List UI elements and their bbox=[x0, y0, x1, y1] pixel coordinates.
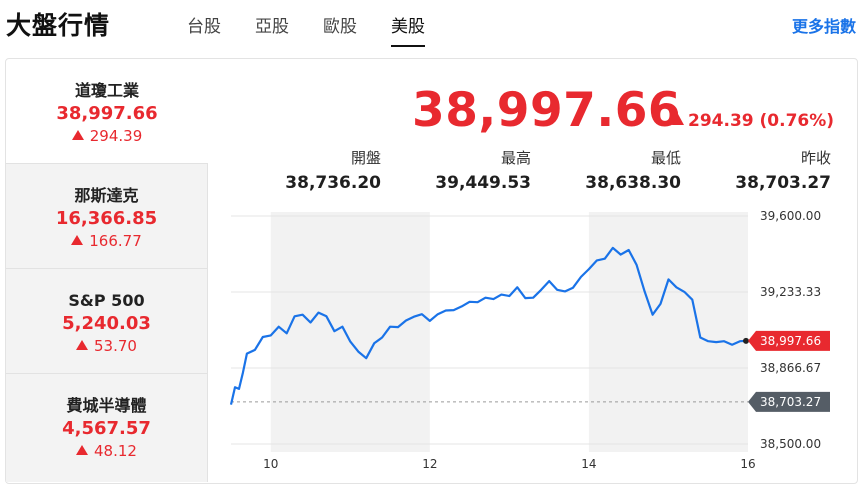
price-line bbox=[229, 246, 749, 405]
index-item-sox[interactable]: 費城半導體 4,567.57 48.12 bbox=[6, 374, 208, 482]
session-band bbox=[270, 212, 430, 452]
x-tick-label: 14 bbox=[581, 457, 596, 471]
market-tabs: 台股 亞股 歐股 美股 bbox=[170, 12, 442, 47]
up-triangle-icon bbox=[672, 114, 684, 125]
tab-asia[interactable]: 亞股 bbox=[255, 17, 289, 37]
last-price-dot bbox=[743, 337, 749, 344]
more-indices-link[interactable]: 更多指數 bbox=[791, 17, 856, 36]
last-price-badge-text: 38,997.66 bbox=[760, 334, 821, 348]
current-price: 38,997.66 bbox=[412, 83, 682, 138]
prev-close-badge: 38,703.27 bbox=[748, 391, 830, 412]
y-tick-label: 39,600.00 bbox=[760, 209, 821, 223]
index-name: S&P 500 bbox=[68, 291, 145, 310]
tab-us[interactable]: 美股 bbox=[374, 12, 442, 47]
tab-taiwan[interactable]: 台股 bbox=[187, 17, 221, 37]
index-change: 294.39 bbox=[6, 127, 208, 145]
index-change: 53.70 bbox=[6, 337, 207, 355]
x-tick-label: 10 bbox=[263, 457, 278, 471]
up-triangle-icon bbox=[76, 340, 89, 350]
index-item-sp500[interactable]: S&P 500 5,240.03 53.70 bbox=[6, 269, 208, 374]
index-change: 48.12 bbox=[6, 442, 207, 460]
index-price: 38,997.66 bbox=[56, 103, 158, 124]
index-price: 16,366.85 bbox=[55, 208, 158, 229]
index-item-nasdaq[interactable]: 那斯達克 16,366.85 166.77 bbox=[6, 164, 208, 269]
header: 大盤行情 台股 亞股 歐股 美股 更多指數 bbox=[0, 0, 864, 50]
y-tick-label: 39,233.33 bbox=[760, 285, 821, 299]
tab-europe[interactable]: 歐股 bbox=[323, 17, 357, 37]
x-tick-label: 16 bbox=[740, 457, 755, 471]
stat-open: 開盤 38,736.20 bbox=[285, 149, 381, 193]
index-name: 費城半導體 bbox=[66, 396, 147, 415]
prev-close-badge-shape bbox=[748, 391, 830, 412]
y-tick-label: 38,500.00 bbox=[760, 437, 821, 451]
price-change: 294.39 (0.76%) bbox=[672, 111, 834, 131]
last-price-badge: 38,997.66 bbox=[748, 330, 830, 351]
market-panel bbox=[5, 58, 858, 484]
up-triangle-icon bbox=[76, 445, 89, 455]
page-title: 大盤行情 bbox=[6, 11, 111, 40]
index-name: 道瓊工業 bbox=[74, 81, 139, 100]
index-price: 4,567.57 bbox=[62, 418, 151, 439]
last-price-badge-shape bbox=[748, 330, 830, 351]
x-tick-label: 12 bbox=[422, 457, 437, 471]
stat-prev-close: 昨收 38,703.27 bbox=[735, 149, 831, 193]
index-name: 那斯達克 bbox=[74, 186, 139, 205]
index-item-dow[interactable]: 道瓊工業 38,997.66 294.39 bbox=[6, 59, 208, 164]
index-price: 5,240.03 bbox=[62, 313, 151, 334]
stat-low: 最低 38,638.30 bbox=[585, 149, 681, 193]
stat-high: 最高 39,449.53 bbox=[435, 149, 531, 193]
up-triangle-icon bbox=[71, 235, 84, 245]
prev-close-badge-text: 38,703.27 bbox=[760, 395, 821, 409]
index-sidebar: 道瓊工業 38,997.66 294.39 那斯達克 16,366.85 166… bbox=[6, 59, 208, 483]
index-change: 166.77 bbox=[6, 232, 207, 250]
session-band bbox=[588, 212, 748, 452]
y-tick-label: 38,866.67 bbox=[760, 361, 821, 375]
up-triangle-icon bbox=[71, 130, 84, 140]
